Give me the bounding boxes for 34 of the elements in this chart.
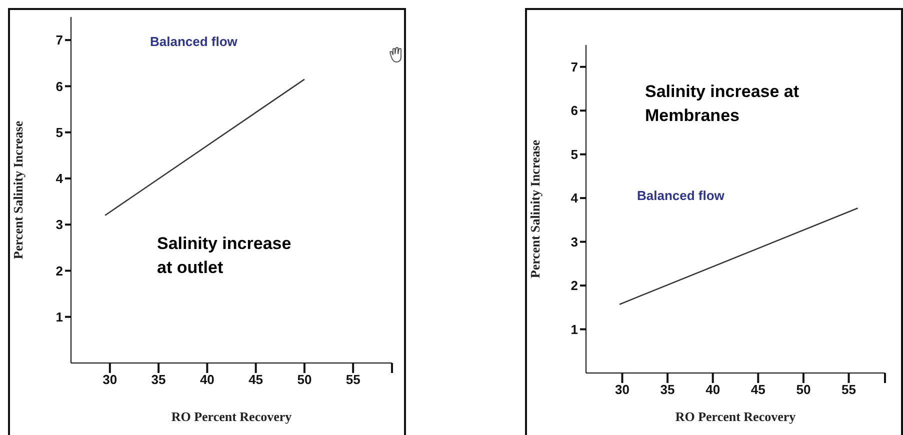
y-tick-label: 1 <box>56 309 63 324</box>
x-tick-label: 30 <box>102 372 118 388</box>
x-tick-label: 40 <box>706 382 720 398</box>
x-tick-label: 35 <box>660 382 675 398</box>
x-tick-label: 40 <box>200 372 214 388</box>
annotation: Salinity increase at outlet <box>157 233 292 279</box>
x-axis-title: RO Percent Recovery <box>675 409 796 424</box>
y-tick-label: 4 <box>56 171 64 186</box>
x-tick-label: 55 <box>346 372 360 388</box>
annotation: Balanced flow <box>150 34 238 50</box>
annotation: Balanced flow <box>637 188 726 204</box>
x-tick-label: 30 <box>615 382 630 398</box>
y-tick-label: 6 <box>570 103 578 118</box>
y-tick-label: 3 <box>570 234 578 250</box>
annotation: Salinity increase at Membranes <box>645 81 800 127</box>
y-tick-label: 6 <box>56 78 63 94</box>
x-tick-label: 50 <box>796 382 811 398</box>
y-tick-label: 4 <box>570 190 579 206</box>
y-tick-label: 5 <box>56 124 63 140</box>
y-tick-label: 5 <box>570 146 578 162</box>
x-axis-title: RO Percent Recovery <box>171 409 292 424</box>
y-tick-label: 3 <box>56 217 63 232</box>
x-tick-label: 50 <box>297 372 312 388</box>
x-tick-label: 55 <box>842 382 856 398</box>
y-axis-title: Percent Salinity Increase <box>10 120 26 260</box>
y-tick-label: 1 <box>570 322 578 337</box>
y-tick-label: 7 <box>570 59 578 74</box>
y-tick-label: 7 <box>56 32 63 48</box>
y-axis-title: Percent Salinity Increase <box>528 140 543 278</box>
y-tick-label: 2 <box>570 278 578 294</box>
y-tick-label: 2 <box>56 263 63 278</box>
x-tick-label: 45 <box>248 372 264 388</box>
x-tick-label: 45 <box>750 382 766 398</box>
x-tick-label: 35 <box>151 372 166 388</box>
